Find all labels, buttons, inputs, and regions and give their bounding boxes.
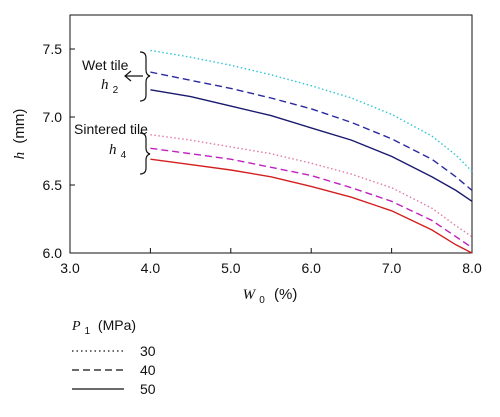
h2-subscript: 2 bbox=[113, 85, 119, 96]
y-axis-label: h (mm) bbox=[11, 109, 28, 160]
legend-title-subscript: 1 bbox=[84, 326, 90, 337]
annotation-wet-tile: Wet tile bbox=[82, 57, 129, 73]
x-tick-label: 5.0 bbox=[221, 260, 241, 276]
x-tick-label: 3.0 bbox=[60, 260, 80, 276]
annotation-sintered-tile-symbol: h 4 bbox=[109, 141, 127, 161]
series-line-wet-tile-50 bbox=[150, 89, 473, 202]
wet-tile-brace bbox=[139, 51, 151, 102]
sintered-tile-brace bbox=[139, 132, 151, 175]
wet-tile-arrow bbox=[124, 70, 143, 82]
y-axis-symbol: h bbox=[12, 152, 28, 160]
y-tick-label: 6.5 bbox=[43, 177, 63, 193]
series-line-sintered-tile-40 bbox=[150, 147, 473, 249]
series-lines bbox=[150, 49, 473, 254]
h4-symbol: h bbox=[109, 142, 117, 158]
x-axis-subscript: 0 bbox=[259, 295, 265, 306]
x-axis: 3.0 4.0 5.0 6.0 7.0 8.0 bbox=[60, 248, 482, 276]
annotation-wet-tile-symbol: h 2 bbox=[101, 76, 119, 96]
legend-title-unit: (MPa) bbox=[98, 317, 136, 333]
series-line-wet-tile-30 bbox=[150, 49, 473, 172]
y-tick-label: 7.0 bbox=[43, 109, 63, 125]
x-axis-unit: (%) bbox=[274, 286, 297, 303]
series-line-sintered-tile-30 bbox=[150, 134, 473, 238]
x-tick-label: 4.0 bbox=[141, 260, 161, 276]
legend-title-symbol: P bbox=[71, 319, 81, 334]
y-axis: 6.0 6.5 7.0 7.5 bbox=[43, 41, 75, 261]
y-tick-label: 7.5 bbox=[43, 41, 63, 57]
y-axis-unit: (mm) bbox=[11, 109, 28, 144]
x-axis-symbol: W bbox=[243, 287, 257, 303]
h2-symbol: h bbox=[101, 77, 109, 93]
legend: P 1 (MPa) 30 40 50 bbox=[71, 317, 156, 397]
series-line-sintered-tile-50 bbox=[150, 158, 473, 254]
series-line-wet-tile-40 bbox=[150, 71, 473, 191]
legend-label-50: 50 bbox=[140, 381, 156, 397]
plot-area bbox=[69, 14, 473, 254]
y-tick-label: 6.0 bbox=[43, 245, 63, 261]
h4-subscript: 4 bbox=[121, 150, 127, 161]
x-tick-label: 7.0 bbox=[382, 260, 402, 276]
x-axis-label: W 0 (%) bbox=[243, 286, 298, 307]
legend-title: P 1 (MPa) bbox=[71, 317, 136, 337]
legend-label-40: 40 bbox=[140, 362, 156, 378]
x-tick-label: 8.0 bbox=[462, 260, 482, 276]
legend-label-30: 30 bbox=[140, 343, 156, 359]
annotation-sintered-tile: Sintered tile bbox=[74, 121, 148, 137]
x-tick-label: 6.0 bbox=[301, 260, 321, 276]
